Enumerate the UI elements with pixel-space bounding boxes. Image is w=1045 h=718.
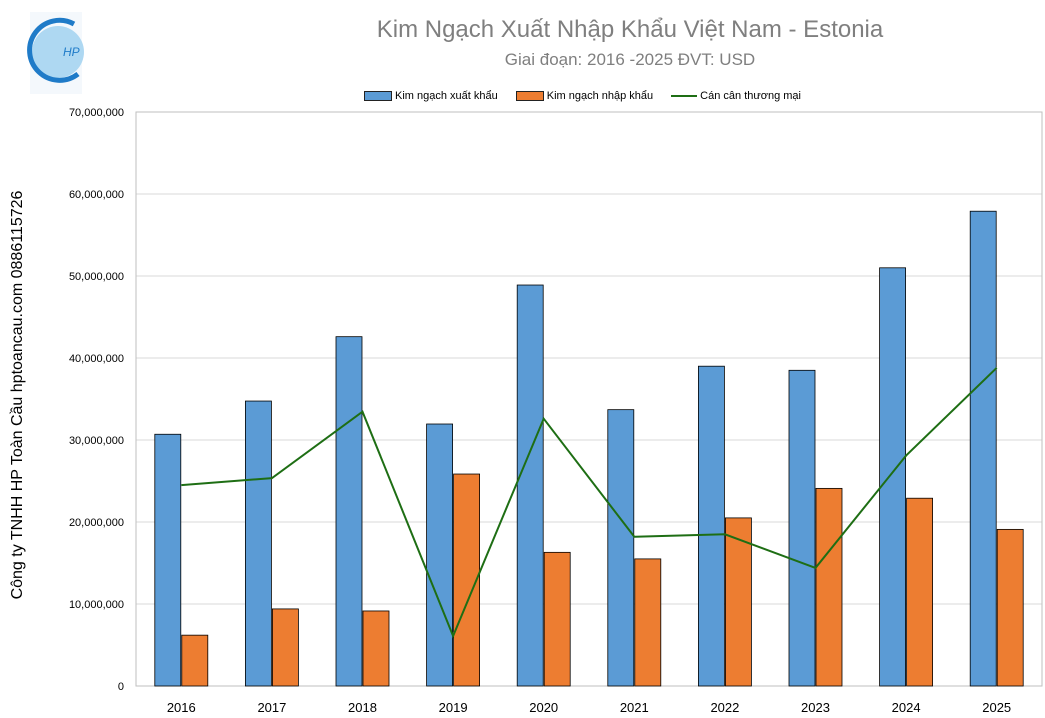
bar-export — [154, 433, 182, 687]
bar-import — [725, 517, 752, 687]
y-tick-label: 0 — [118, 681, 124, 693]
bar-import — [543, 551, 571, 687]
x-tick-label: 2017 — [257, 700, 286, 715]
y-tick-label: 10,000,000 — [69, 599, 124, 611]
svg-text:HP: HP — [63, 45, 80, 59]
bar-import — [906, 497, 933, 687]
x-tick-label: 2020 — [529, 700, 558, 715]
legend: Kim ngạch xuất khẩu Kim ngạch nhập khẩu … — [0, 90, 1045, 102]
bar-export — [426, 423, 454, 687]
logo: HP — [27, 12, 84, 94]
bar-import — [996, 528, 1024, 687]
legend-swatch — [364, 91, 393, 101]
chart-title: Kim Ngạch Xuất Nhập Khẩu Việt Nam - Esto… — [376, 16, 884, 43]
x-tick-label: 2019 — [439, 700, 468, 715]
bar-import — [181, 634, 209, 687]
legend-swatch — [515, 91, 544, 101]
chart-subtitle: Giai đoạn: 2016 -2025 ĐVT: USD — [504, 50, 756, 69]
line-trade-balance — [181, 367, 998, 639]
bar-export — [879, 267, 906, 687]
bar-import — [634, 558, 662, 687]
bar-import — [362, 610, 390, 687]
x-tick-label: 2018 — [348, 700, 377, 715]
legend-label: Cán cân thương mại — [700, 90, 801, 102]
y-tick-label: 60,000,000 — [69, 189, 124, 201]
y-tick-label: 50,000,000 — [69, 271, 124, 283]
bar-import — [453, 473, 481, 687]
legend-item-balance: Cán cân thương mại — [671, 90, 801, 102]
plot-area — [135, 111, 1043, 687]
bar-export — [607, 409, 635, 687]
bar-import — [815, 487, 843, 687]
x-tick-label: 2022 — [710, 700, 739, 715]
y-tick-label: 20,000,000 — [69, 517, 124, 529]
y-tick-label: 40,000,000 — [69, 353, 124, 365]
y-tick-label: 70,000,000 — [69, 107, 124, 119]
x-tick-label: 2016 — [167, 700, 196, 715]
bar-import — [271, 608, 299, 687]
legend-label: Kim ngạch nhập khẩu — [546, 90, 654, 102]
bar-export — [788, 369, 816, 687]
legend-swatch — [671, 95, 698, 97]
x-tick-label: 2021 — [620, 700, 649, 715]
bar-export — [969, 210, 997, 687]
x-tick-label: 2023 — [801, 700, 830, 715]
legend-item-import: Kim ngạch nhập khẩu — [515, 90, 654, 102]
x-tick-label: 2024 — [892, 700, 921, 715]
legend-item-export: Kim ngạch xuất khẩu — [364, 90, 498, 102]
legend-label: Kim ngạch xuất khẩu — [395, 90, 498, 102]
bar-export — [335, 336, 363, 687]
bar-export — [516, 284, 544, 687]
bar-export — [244, 400, 272, 687]
x-tick-label: 2025 — [982, 700, 1011, 715]
y-tick-label: 30,000,000 — [69, 435, 124, 447]
bar-export — [698, 365, 725, 687]
side-watermark-text: Công ty TNHH HP Toàn Cầu hptoancau.com 0… — [9, 190, 26, 600]
